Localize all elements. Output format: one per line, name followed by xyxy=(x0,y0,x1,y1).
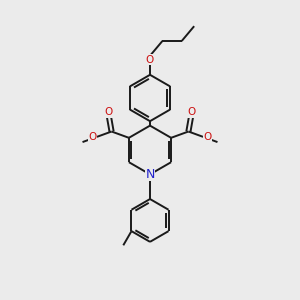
Text: O: O xyxy=(88,132,96,142)
Text: O: O xyxy=(146,55,154,64)
Text: O: O xyxy=(204,132,212,142)
Text: O: O xyxy=(105,107,113,117)
Text: O: O xyxy=(187,107,195,117)
Text: N: N xyxy=(145,168,155,181)
